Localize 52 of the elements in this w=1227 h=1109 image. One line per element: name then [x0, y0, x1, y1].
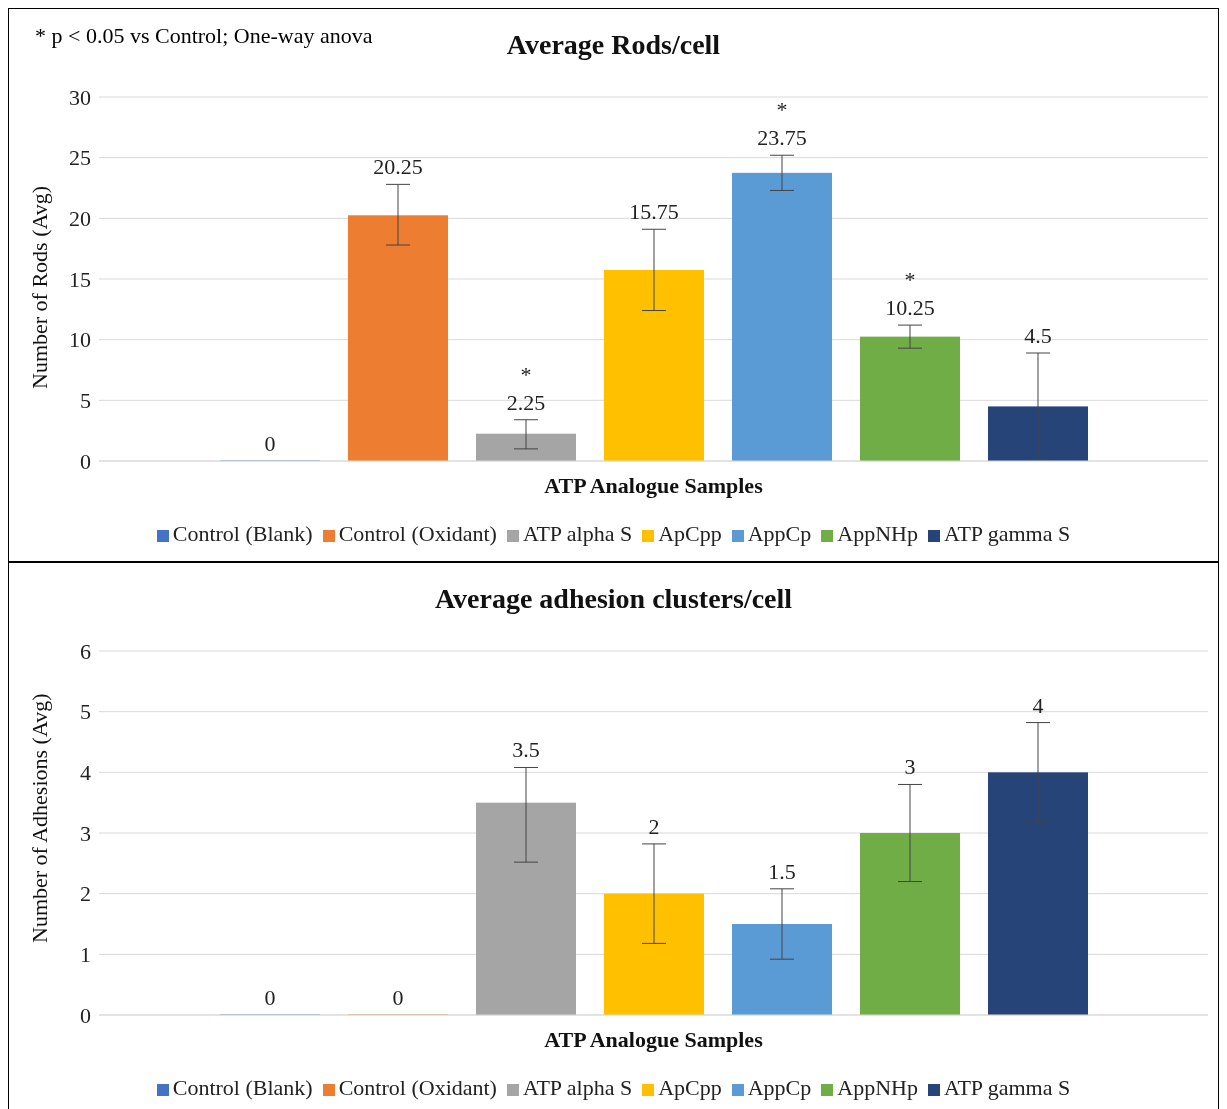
data-label: 20.25 [373, 154, 423, 180]
text: * p < 0.05 vs Control; One-way anova [35, 23, 373, 49]
y-axis-title: Number of Rods (Avg) [26, 185, 52, 389]
legend-label: AppCp [747, 1075, 812, 1100]
data-label: 23.75 [757, 125, 807, 151]
y-tick-label: 5 [80, 699, 91, 725]
data-label: 0 [264, 431, 276, 456]
legend-label: AppCp [747, 521, 812, 546]
x-axis-title: ATP Analogue Samples [544, 473, 764, 498]
annotation: * [904, 267, 916, 293]
y-tick-label: 6 [80, 638, 91, 664]
data-label: 4.5 [1024, 323, 1052, 349]
y-tick-label: 15 [69, 266, 91, 292]
data-label: 3 [904, 754, 916, 780]
y-tick-label: 20 [69, 206, 91, 232]
annotation: * [520, 361, 532, 387]
y-tick-label: 3 [80, 820, 91, 846]
data-label: 0 [264, 985, 276, 1010]
data-label: 2 [648, 813, 660, 839]
y-tick-label: 10 [69, 327, 91, 353]
legend-label: ATP alpha S [522, 521, 633, 546]
y-tick-label: 0 [80, 448, 91, 474]
legend-label: ApCpp [658, 521, 722, 546]
y-tick-label: 4 [80, 760, 91, 786]
data-label: 1.5 [768, 858, 796, 884]
x-axis-title: ATP Analogue Samples [544, 1027, 764, 1052]
y-tick-label: 30 [69, 84, 91, 110]
y-tick-label: 0 [80, 1002, 91, 1028]
data-label: 10.25 [885, 295, 935, 321]
chart-title: Average Rods/cell [506, 29, 721, 60]
y-tick-label: 1 [80, 942, 91, 968]
data-label: 3.5 [512, 737, 540, 763]
legend-label: Control (Blank) [172, 1075, 313, 1100]
legend-label: AppNHp [837, 521, 918, 546]
legend-label: Control (Oxidant) [338, 1075, 497, 1100]
legend-label: Control (Oxidant) [338, 521, 497, 546]
data-label: 0 [392, 985, 404, 1010]
y-tick-label: 2 [80, 881, 91, 907]
legend-label: ApCpp [658, 1075, 722, 1100]
y-tick-label: 25 [69, 145, 91, 171]
legend-label: Control (Blank) [172, 521, 313, 546]
data-label: 4 [1032, 692, 1044, 718]
y-tick-label: 5 [80, 388, 91, 414]
legend-label: ATP gamma S [943, 521, 1071, 546]
legend-label: AppNHp [837, 1075, 918, 1100]
annotation: * [776, 97, 788, 123]
legend-label: ATP alpha S [522, 1075, 633, 1100]
data-label: 15.75 [629, 199, 679, 225]
legend-label: ATP gamma S [943, 1075, 1071, 1100]
chart-title: Average adhesion clusters/cell [433, 583, 794, 615]
data-label: 2.25 [506, 389, 546, 415]
y-axis-title: Number of Adhesions (Avg) [26, 693, 52, 943]
